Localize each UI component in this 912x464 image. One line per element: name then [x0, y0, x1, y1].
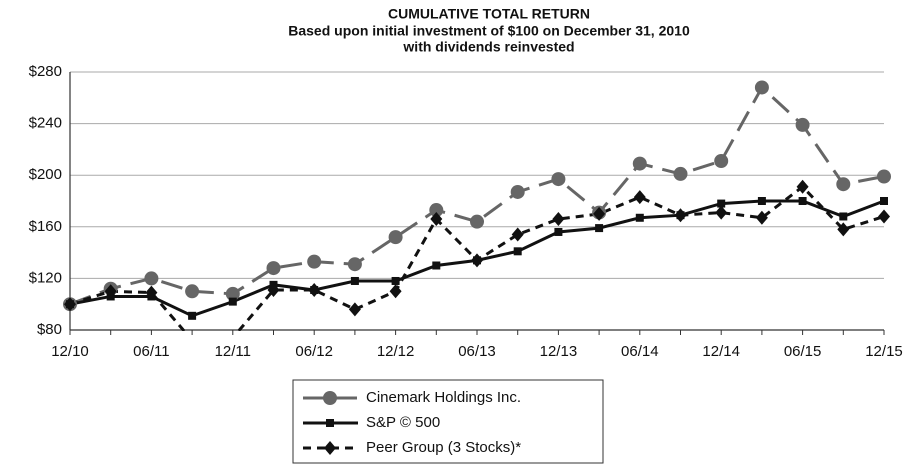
chart-title: CUMULATIVE TOTAL RETURN — [388, 6, 590, 22]
x-tick-label: 12/14 — [702, 343, 740, 360]
marker — [674, 208, 687, 223]
plot — [63, 80, 891, 347]
x-tick-label: 06/11 — [133, 343, 169, 360]
marker — [323, 391, 337, 405]
marker — [429, 203, 444, 218]
marker — [877, 169, 891, 184]
marker — [796, 179, 809, 194]
x-tick-label: 12/10 — [51, 343, 89, 360]
marker — [798, 197, 807, 205]
marker — [391, 276, 400, 285]
marker — [308, 283, 321, 298]
marker — [347, 257, 362, 272]
marker — [348, 302, 361, 317]
marker — [673, 166, 688, 181]
grid: $80 $120 $160 $200 $240 $280 12/10 06/11 12/11 06… — [29, 63, 903, 360]
marker — [755, 210, 768, 225]
marker — [554, 227, 563, 236]
marker — [188, 311, 197, 320]
marker — [595, 224, 604, 233]
marker — [632, 156, 647, 171]
marker — [836, 177, 851, 192]
marker — [754, 80, 769, 95]
marker — [757, 197, 766, 205]
marker — [715, 205, 728, 220]
marker — [185, 284, 200, 299]
marker — [389, 284, 402, 299]
y-tick-label: $200 — [29, 166, 62, 183]
y-tick-label: $160 — [29, 218, 62, 235]
marker — [878, 209, 890, 224]
marker — [307, 254, 322, 269]
legend: Cinemark Holdings Inc. S&P © 500 Peer Grou… — [303, 389, 521, 456]
marker — [471, 253, 483, 268]
marker — [714, 154, 729, 169]
marker — [324, 441, 336, 455]
y-tick-label: $240 — [29, 115, 62, 132]
x-tick-label: 06/13 — [458, 343, 496, 360]
marker — [513, 247, 522, 256]
marker — [633, 190, 646, 205]
marker — [430, 212, 443, 227]
x-tick-label: 06/14 — [621, 343, 659, 360]
marker — [510, 184, 525, 199]
marker — [388, 230, 403, 245]
marker — [232, 330, 234, 331]
marker — [266, 261, 281, 276]
marker — [104, 284, 117, 299]
marker — [326, 419, 334, 427]
marker — [470, 214, 484, 229]
y-tick-label: $80 — [37, 321, 62, 338]
marker — [228, 297, 237, 306]
marker — [635, 213, 644, 222]
marker — [432, 261, 441, 270]
marker — [551, 172, 566, 187]
marker — [552, 212, 565, 227]
series-line — [69, 85, 885, 306]
x-tick-label: 06/15 — [784, 343, 822, 360]
marker — [186, 333, 198, 347]
chart-subtitle: with dividends reinvested — [402, 39, 574, 55]
y-tick-label: $120 — [29, 269, 62, 286]
marker — [795, 117, 810, 132]
y-tick-label: $280 — [29, 63, 62, 80]
marker — [225, 286, 240, 301]
marker — [64, 297, 76, 312]
x-tick-label: 12/11 — [215, 343, 251, 360]
marker — [511, 227, 524, 242]
marker — [880, 197, 888, 205]
legend-label: Cinemark Holdings Inc. — [366, 389, 521, 406]
marker — [144, 271, 159, 286]
chart-subtitle: Based upon initial investment of $100 on… — [288, 23, 690, 39]
x-tick-label: 12/13 — [540, 343, 578, 360]
x-tick-label: 12/12 — [377, 343, 415, 360]
marker — [145, 285, 158, 300]
x-tick-label: 06/12 — [295, 343, 333, 360]
legend-label: Peer Group (3 Stocks)* — [366, 439, 521, 456]
marker — [350, 276, 359, 285]
marker — [267, 283, 280, 298]
marker — [839, 212, 848, 221]
marker — [837, 222, 850, 237]
marker — [717, 199, 726, 208]
legend-label: S&P © 500 — [366, 414, 440, 431]
marker — [593, 206, 606, 221]
x-tick-label: 12/15 — [865, 343, 903, 360]
